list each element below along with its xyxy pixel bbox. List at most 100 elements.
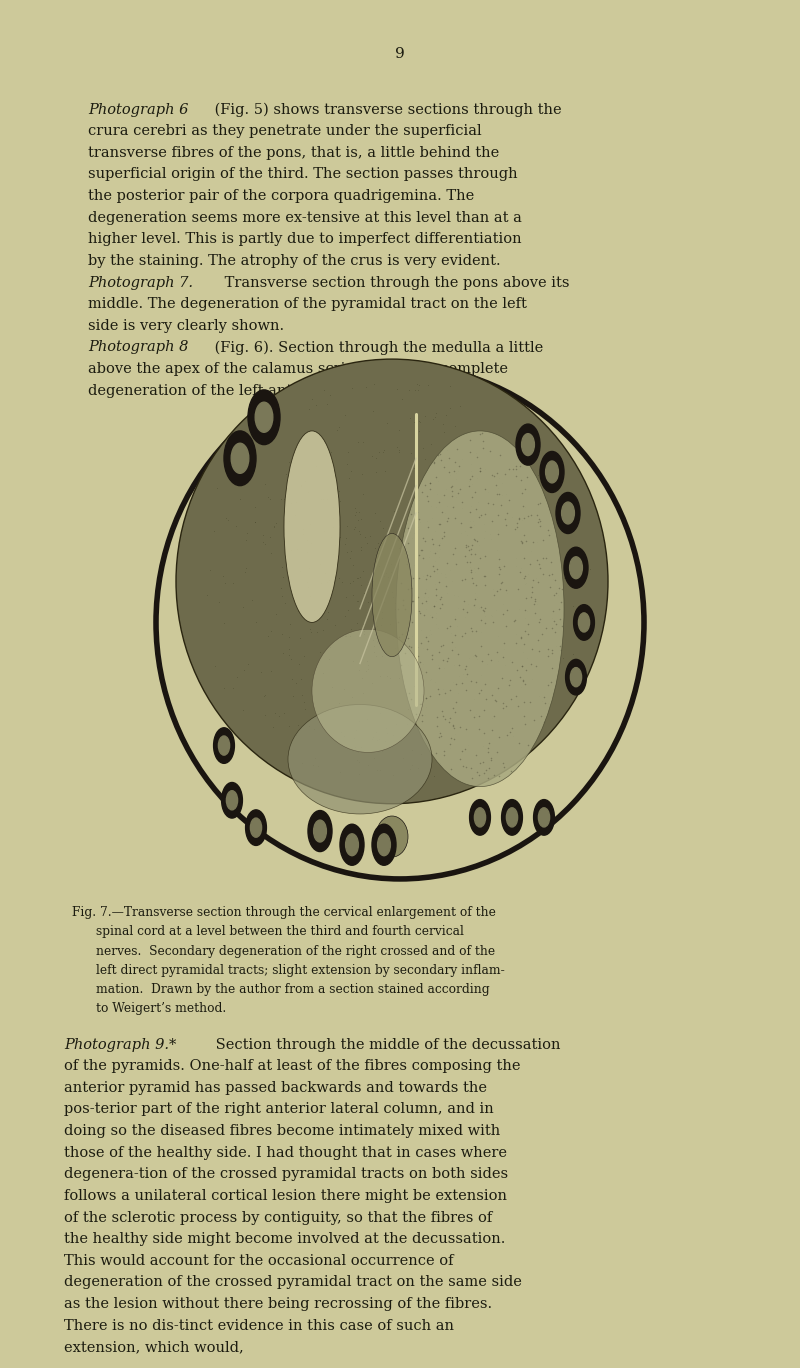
Point bbox=[428, 542, 441, 564]
Point bbox=[496, 572, 509, 594]
Point bbox=[456, 449, 469, 471]
Point bbox=[500, 579, 513, 601]
Point bbox=[463, 510, 476, 532]
Point bbox=[490, 483, 503, 505]
Point bbox=[478, 605, 491, 627]
Point bbox=[405, 635, 418, 657]
Point bbox=[406, 754, 418, 776]
Point bbox=[434, 513, 446, 535]
Point bbox=[371, 532, 384, 554]
Point bbox=[238, 466, 251, 488]
Point bbox=[494, 558, 506, 580]
Point bbox=[509, 609, 522, 631]
Point bbox=[532, 554, 545, 576]
Point bbox=[346, 687, 358, 709]
Point bbox=[510, 622, 522, 644]
Point bbox=[470, 586, 483, 607]
Point bbox=[572, 565, 585, 587]
Point bbox=[204, 560, 217, 581]
Point bbox=[346, 584, 359, 606]
Point bbox=[510, 659, 523, 681]
Point bbox=[472, 706, 485, 728]
Point bbox=[424, 477, 437, 499]
Point bbox=[432, 679, 445, 700]
Point bbox=[485, 684, 498, 706]
Point bbox=[302, 482, 314, 503]
Point bbox=[540, 547, 553, 569]
Point bbox=[294, 668, 307, 689]
Point bbox=[412, 508, 425, 529]
Point bbox=[529, 602, 542, 624]
Point bbox=[406, 527, 418, 549]
Point bbox=[350, 613, 363, 635]
Point bbox=[422, 629, 435, 651]
Point bbox=[437, 677, 450, 699]
Point bbox=[434, 752, 446, 774]
Point bbox=[465, 670, 478, 692]
Point bbox=[547, 601, 560, 622]
Point bbox=[321, 570, 334, 592]
Point bbox=[470, 670, 482, 692]
Point bbox=[403, 516, 416, 538]
Point bbox=[542, 520, 554, 542]
Point bbox=[584, 558, 597, 580]
Point bbox=[415, 592, 428, 614]
Point bbox=[333, 416, 346, 438]
Point bbox=[469, 583, 482, 605]
Point bbox=[290, 672, 302, 694]
Point bbox=[386, 587, 399, 609]
Point bbox=[449, 724, 462, 746]
Point bbox=[414, 410, 426, 432]
Point bbox=[420, 569, 433, 591]
Point bbox=[431, 445, 444, 466]
Point bbox=[392, 442, 405, 464]
Point bbox=[515, 531, 528, 553]
Point bbox=[546, 564, 558, 586]
Point bbox=[526, 580, 538, 602]
Point bbox=[434, 586, 447, 607]
Point bbox=[534, 492, 546, 514]
Point bbox=[347, 569, 360, 591]
Point bbox=[287, 453, 300, 475]
Point bbox=[515, 531, 528, 553]
Point bbox=[308, 747, 321, 769]
Point bbox=[419, 598, 432, 620]
Point bbox=[432, 617, 445, 639]
Point bbox=[518, 524, 531, 546]
Point bbox=[334, 527, 346, 549]
Point bbox=[490, 741, 503, 763]
Point bbox=[471, 648, 484, 670]
Point bbox=[346, 554, 359, 576]
Point bbox=[449, 462, 462, 484]
Point bbox=[296, 752, 309, 774]
Text: the posterior pair of the corpora quadrigemina. The: the posterior pair of the corpora quadri… bbox=[88, 189, 474, 202]
Point bbox=[422, 517, 434, 539]
Point bbox=[356, 464, 369, 486]
Point bbox=[297, 517, 310, 539]
Point bbox=[517, 632, 530, 654]
Point bbox=[201, 584, 214, 606]
Point bbox=[345, 461, 358, 483]
Point bbox=[460, 551, 473, 573]
Point bbox=[401, 553, 414, 575]
Point bbox=[241, 521, 254, 543]
Point bbox=[514, 557, 527, 579]
Point bbox=[378, 439, 390, 461]
Point bbox=[537, 547, 550, 569]
Point bbox=[474, 665, 487, 687]
Point bbox=[409, 379, 422, 401]
Point bbox=[414, 602, 426, 624]
Point bbox=[465, 617, 478, 639]
Point bbox=[546, 606, 558, 628]
Ellipse shape bbox=[288, 705, 432, 814]
Point bbox=[529, 590, 542, 611]
Point bbox=[532, 434, 545, 456]
Point bbox=[412, 518, 425, 540]
Circle shape bbox=[224, 431, 256, 486]
Point bbox=[409, 555, 422, 577]
Point bbox=[303, 617, 316, 639]
Point bbox=[490, 475, 503, 497]
Point bbox=[366, 570, 379, 592]
Point bbox=[424, 605, 437, 627]
Point bbox=[508, 610, 521, 632]
